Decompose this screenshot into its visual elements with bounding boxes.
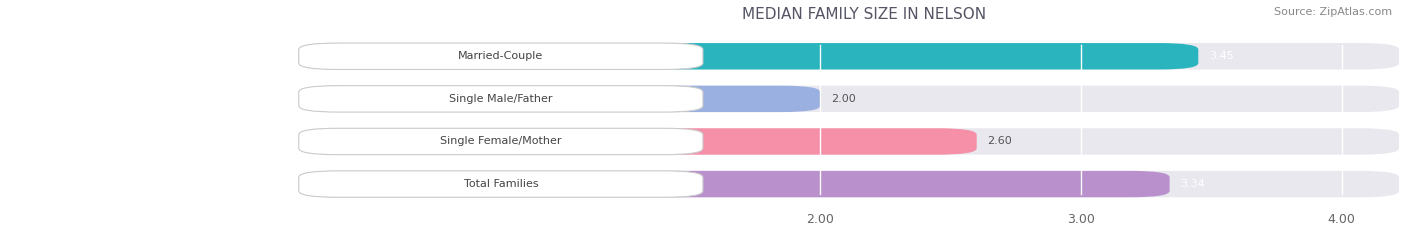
FancyBboxPatch shape (299, 171, 703, 197)
FancyBboxPatch shape (299, 43, 1198, 69)
Text: Total Families: Total Families (464, 179, 538, 189)
FancyBboxPatch shape (299, 86, 703, 112)
FancyBboxPatch shape (299, 171, 1399, 197)
FancyBboxPatch shape (299, 128, 977, 155)
Text: 3.34: 3.34 (1180, 179, 1205, 189)
Text: Single Female/Mother: Single Female/Mother (440, 137, 561, 147)
FancyBboxPatch shape (299, 86, 820, 112)
Text: Married-Couple: Married-Couple (458, 51, 544, 61)
Text: MEDIAN FAMILY SIZE IN NELSON: MEDIAN FAMILY SIZE IN NELSON (742, 7, 986, 22)
Text: Source: ZipAtlas.com: Source: ZipAtlas.com (1274, 7, 1392, 17)
Text: 3.45: 3.45 (1209, 51, 1233, 61)
FancyBboxPatch shape (299, 86, 1399, 112)
Text: Single Male/Father: Single Male/Father (449, 94, 553, 104)
FancyBboxPatch shape (299, 43, 1399, 69)
FancyBboxPatch shape (299, 43, 703, 69)
FancyBboxPatch shape (299, 128, 703, 155)
Text: 2.00: 2.00 (831, 94, 855, 104)
FancyBboxPatch shape (299, 128, 1399, 155)
FancyBboxPatch shape (299, 171, 1170, 197)
Text: 2.60: 2.60 (987, 137, 1012, 147)
